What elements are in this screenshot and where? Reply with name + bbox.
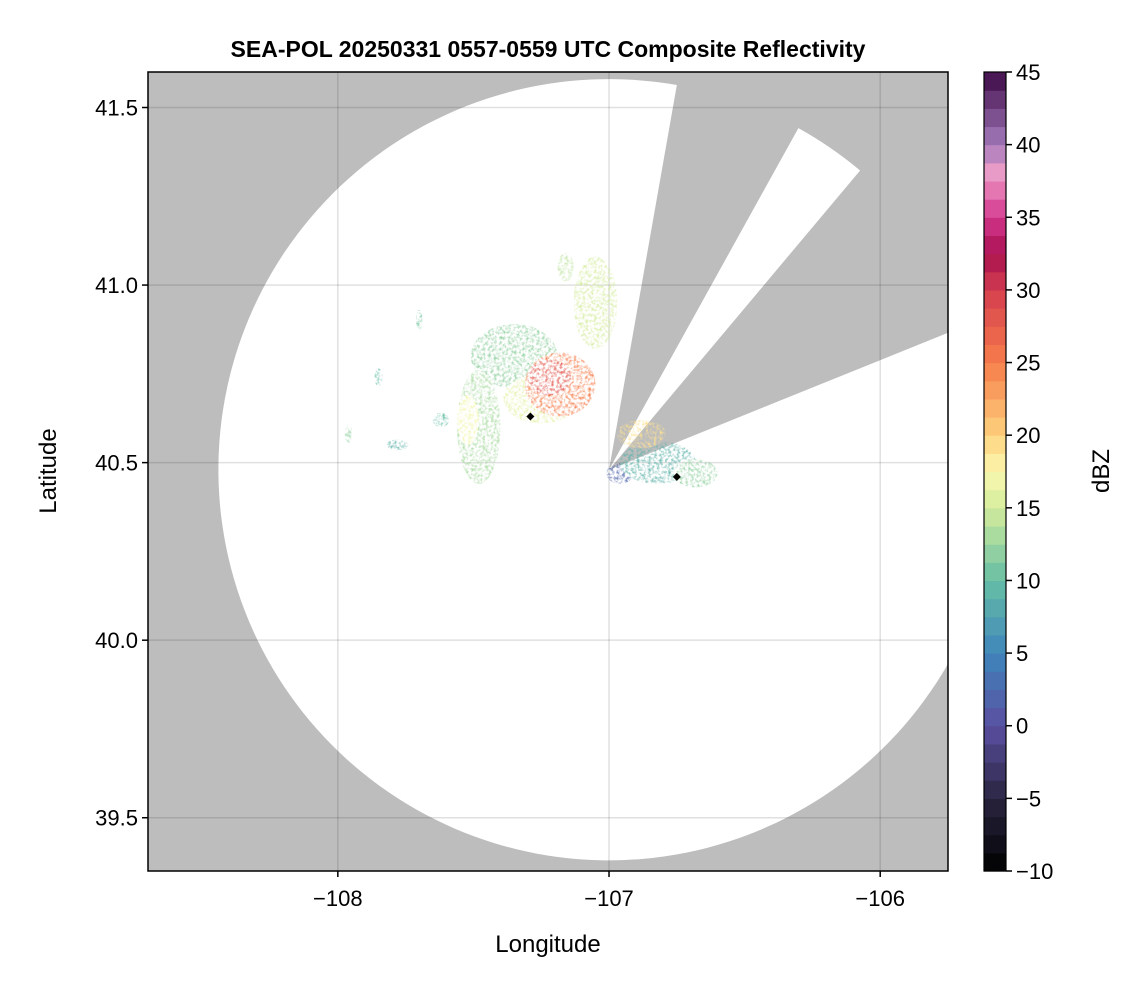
echo-region (386, 439, 409, 451)
colorbar-bin (984, 471, 1006, 491)
radar-coverage-disc (218, 79, 948, 861)
colorbar-bin (984, 653, 1006, 672)
colorbar-bin (984, 199, 1006, 218)
colorbar-bin (984, 671, 1006, 691)
colorbar-bin (984, 253, 1006, 273)
colorbar-bin (984, 417, 1006, 436)
colorbar-tick-label: 15 (1016, 496, 1040, 521)
colorbar-bin (984, 235, 1006, 255)
echo-region (557, 253, 574, 282)
colorbar-tick-label: 0 (1016, 714, 1028, 739)
colorbar-bin (984, 507, 1006, 527)
colorbar-bin (984, 90, 1006, 109)
colorbar: −10 −5 0 5 10 15 20 25 30 35 40 45 (983, 60, 1053, 884)
site-markers (526, 412, 681, 481)
plot-frame (147, 71, 949, 872)
colorbar-tick-label: 20 (1016, 423, 1040, 448)
echo-region (457, 395, 479, 445)
colorbar-bin (984, 108, 1006, 128)
chart-title: SEA-POL 20250331 0557-0559 UTC Composite… (231, 36, 866, 62)
colorbar-tick-label: 25 (1016, 351, 1040, 376)
y-tick-label: 41.5 (95, 96, 138, 121)
colorbar-bin (984, 144, 1006, 164)
colorbar-bin (984, 453, 1006, 473)
colorbar-tick-label: 5 (1016, 641, 1028, 666)
y-tick-label: 40.5 (95, 451, 138, 476)
colorbar-bin (984, 743, 1006, 763)
colorbar-tick-label: 35 (1016, 205, 1040, 230)
colorbar-bin (984, 634, 1006, 654)
colorbar-bin (984, 271, 1006, 291)
colorbar-bin (984, 162, 1006, 182)
colorbar-bin (984, 544, 1006, 563)
colorbar-tick-label: 45 (1016, 60, 1040, 85)
x-axis: −108 −107 −106 (313, 871, 905, 911)
x-tick-label: −106 (855, 886, 905, 911)
echo-region (374, 368, 383, 387)
colorbar-bin (984, 380, 1006, 400)
colorbar-bin (984, 562, 1006, 582)
echo-region (674, 459, 718, 488)
colorbar-bin (984, 816, 1006, 836)
colorbar-bin (984, 289, 1006, 309)
colorbar-tick-label: −5 (1016, 786, 1041, 811)
y-axis-label: Latitude (35, 428, 62, 513)
colorbar-label: dBZ (1088, 449, 1115, 493)
colorbar-tick-label: 40 (1016, 133, 1040, 158)
colorbar-bin (984, 180, 1006, 200)
colorbar-bin (984, 780, 1006, 799)
colorbar-bin (984, 834, 1006, 854)
x-tick-label: −107 (584, 886, 634, 911)
echo-region (432, 412, 450, 428)
echo-region (415, 309, 423, 332)
plot-area (148, 72, 948, 871)
colorbar-bin (984, 725, 1006, 745)
colorbar-bin (984, 689, 1006, 709)
colorbar-frame (983, 71, 1007, 872)
site-marker (672, 472, 681, 481)
echo-region (527, 359, 572, 396)
colorbar-bin (984, 798, 1006, 818)
colorbar-tick-label: 10 (1016, 568, 1040, 593)
colorbar-bin (984, 344, 1006, 364)
colorbar-bin (984, 435, 1006, 454)
echo-region (344, 425, 353, 444)
colorbar-bin (984, 598, 1006, 618)
colorbar-bin (984, 126, 1006, 146)
colorbar-bin (984, 72, 1006, 91)
colorbar-bin (984, 398, 1006, 418)
echo-region (617, 420, 666, 449)
site-marker (526, 412, 535, 421)
y-tick-label: 41.0 (95, 273, 138, 298)
colorbar-bin (984, 308, 1006, 327)
colorbar-bin (984, 362, 1006, 382)
colorbar-bin (984, 852, 1006, 872)
colorbar-bin (984, 707, 1006, 727)
colorbar-bin (984, 580, 1006, 600)
colorbar-tick-label: 30 (1016, 278, 1040, 303)
colorbar-bin (984, 525, 1006, 545)
y-tick-label: 39.5 (95, 806, 138, 831)
colorbar-bin (984, 217, 1006, 237)
colorbar-bin (984, 489, 1006, 509)
y-tick-label: 40.0 (95, 628, 138, 653)
colorbar-tick-label: −10 (1016, 859, 1053, 884)
colorbar-bin (984, 762, 1006, 781)
x-axis-label: Longitude (495, 931, 600, 958)
x-tick-label: −108 (313, 886, 363, 911)
echo-region (573, 256, 618, 349)
colorbar-bin (984, 616, 1006, 636)
y-axis: 39.5 40.0 40.5 41.0 41.5 (95, 96, 148, 831)
colorbar-bin (984, 326, 1006, 345)
